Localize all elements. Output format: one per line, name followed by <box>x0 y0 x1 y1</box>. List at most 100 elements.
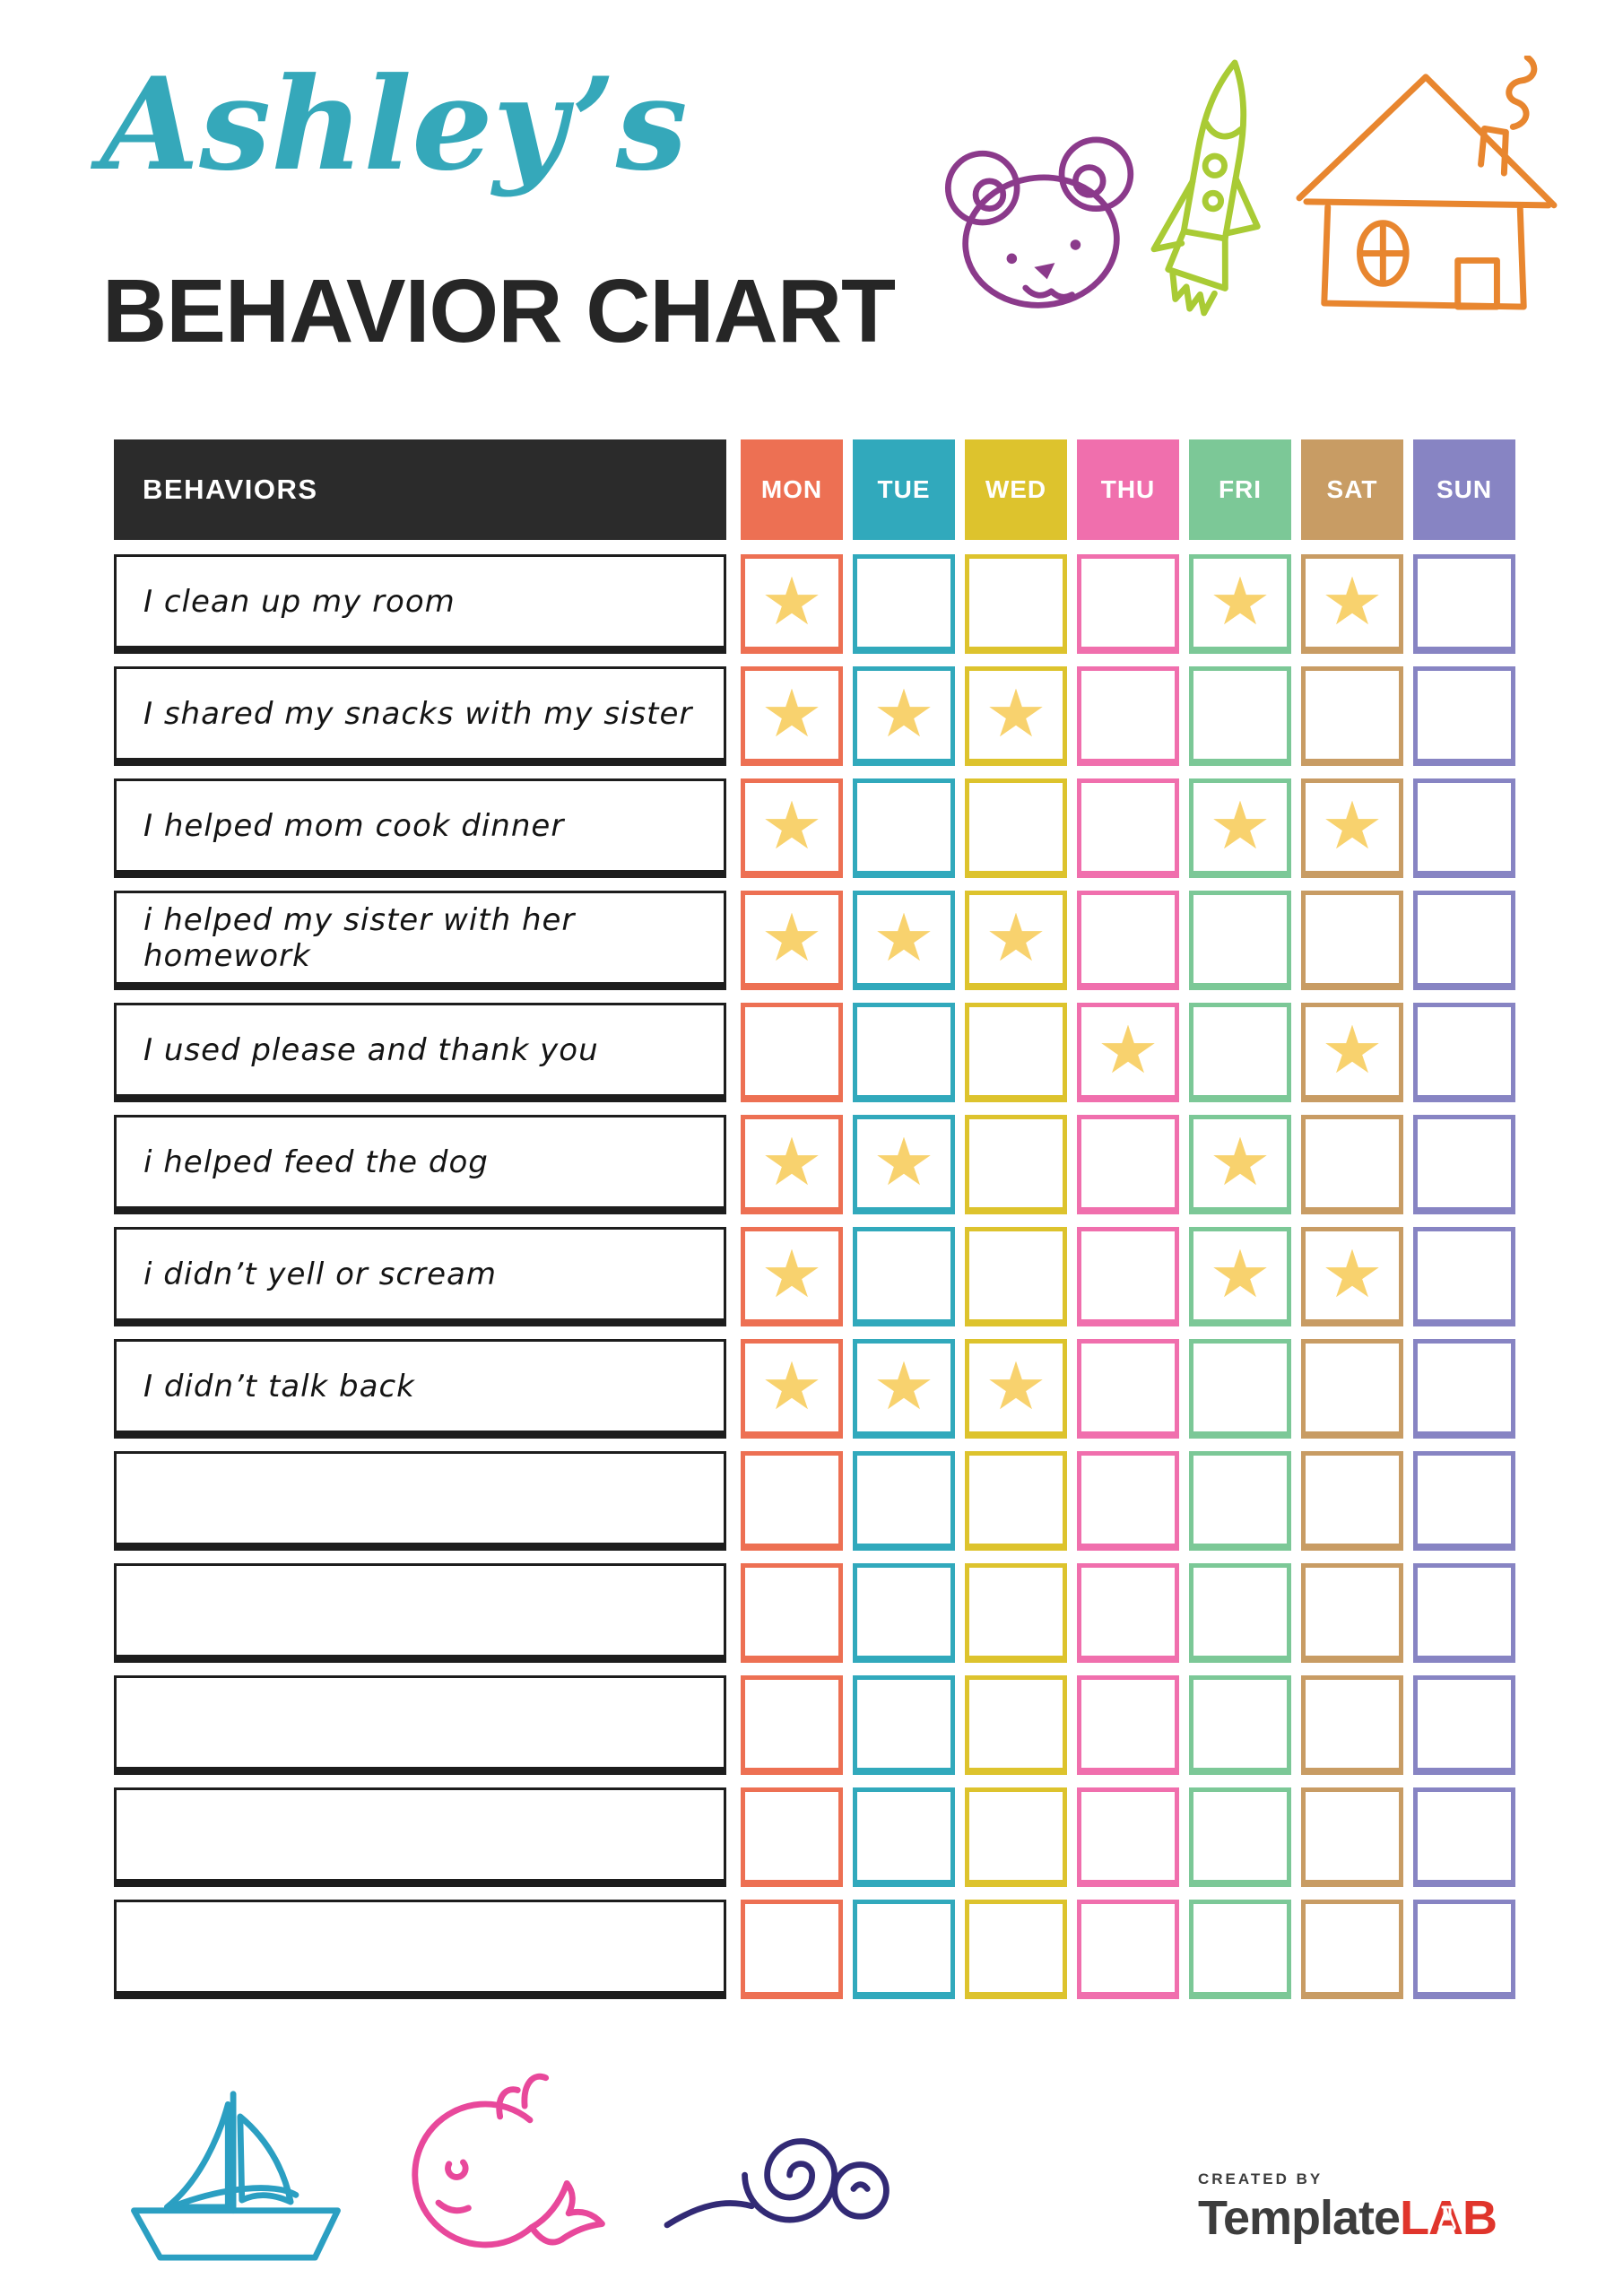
behavior-label-box <box>114 1900 726 1999</box>
day-cell-mon <box>741 1787 843 1887</box>
behavior-label: I helped mom cook dinner <box>143 807 565 844</box>
behavior-label-box <box>114 1787 726 1887</box>
star-icon <box>1213 1136 1267 1186</box>
behavior-label: I shared my snacks with my sister <box>143 695 693 732</box>
day-cell-tue <box>853 1115 955 1214</box>
day-cell-mon <box>741 1115 843 1214</box>
day-cell-fri <box>1189 1227 1291 1326</box>
whale-doodle-icon <box>393 2050 621 2264</box>
day-cell-thu <box>1077 1339 1179 1439</box>
day-cell-sun <box>1413 1339 1515 1439</box>
star-icon <box>989 1361 1043 1410</box>
day-cell-sun <box>1413 1900 1515 1999</box>
day-cell-thu <box>1077 1900 1179 1999</box>
star-icon <box>765 576 819 625</box>
day-cell-mon <box>741 554 843 654</box>
day-cell-thu <box>1077 778 1179 878</box>
behavior-row: I clean up my room <box>114 554 1517 654</box>
behavior-row <box>114 1675 1517 1775</box>
day-cell-fri <box>1189 1003 1291 1102</box>
day-cell-wed <box>965 1339 1067 1439</box>
behavior-label-box: i helped feed the dog <box>114 1115 726 1214</box>
day-cell-sun <box>1413 778 1515 878</box>
day-cell-sat <box>1301 1003 1403 1102</box>
day-cell-thu <box>1077 891 1179 990</box>
table-header-row: BEHAVIORS MON TUE WED THU FRI SAT SUN <box>114 439 1517 540</box>
day-cell-fri <box>1189 1563 1291 1663</box>
star-icon <box>1325 1024 1379 1074</box>
day-cell-sun <box>1413 1227 1515 1326</box>
day-cell-sat <box>1301 1451 1403 1551</box>
behavior-label-box: i helped my sister with her homework <box>114 891 726 990</box>
day-cell-mon <box>741 1451 843 1551</box>
day-cell-tue <box>853 778 955 878</box>
snail-doodle-icon <box>656 2108 906 2246</box>
behavior-label: I clean up my room <box>143 583 456 620</box>
rocket-doodle-icon <box>1132 50 1293 330</box>
star-icon <box>1213 800 1267 849</box>
day-cell-tue <box>853 666 955 766</box>
star-icon <box>1101 1024 1155 1074</box>
day-cell-sun <box>1413 1451 1515 1551</box>
day-header-wed: WED <box>965 439 1067 540</box>
day-cell-sun <box>1413 1115 1515 1214</box>
page-title: BEHAVIOR CHART <box>102 261 896 361</box>
brand-primary: Template <box>1198 2191 1401 2245</box>
day-cell-sat <box>1301 1563 1403 1663</box>
star-icon <box>765 912 819 961</box>
behavior-label-box: I used please and thank you <box>114 1003 726 1102</box>
day-header-sat: SAT <box>1301 439 1403 540</box>
day-cell-sun <box>1413 1675 1515 1775</box>
day-cell-tue <box>853 1003 955 1102</box>
day-header-thu: THU <box>1077 439 1179 540</box>
day-cell-sat <box>1301 666 1403 766</box>
star-icon <box>765 1136 819 1186</box>
day-cell-wed <box>965 1227 1067 1326</box>
behavior-label: I didn’t talk back <box>143 1368 415 1405</box>
day-cell-thu <box>1077 554 1179 654</box>
star-icon <box>877 912 931 961</box>
star-icon <box>765 800 819 849</box>
day-cell-thu <box>1077 1115 1179 1214</box>
behavior-label-box: i didn’t yell or scream <box>114 1227 726 1326</box>
day-cell-wed <box>965 1451 1067 1551</box>
templatelab-logo: CREATED BY TemplateLAB <box>1198 2170 1497 2246</box>
day-cell-sun <box>1413 666 1515 766</box>
day-cell-mon <box>741 891 843 990</box>
behavior-row: i helped my sister with her homework <box>114 891 1517 990</box>
day-cell-tue <box>853 1451 955 1551</box>
day-cell-wed <box>965 1003 1067 1102</box>
day-cell-wed <box>965 1563 1067 1663</box>
behavior-label-box: I didn’t talk back <box>114 1339 726 1439</box>
brand-secondary: LAB <box>1400 2191 1497 2245</box>
star-icon <box>1325 576 1379 625</box>
day-cell-tue <box>853 554 955 654</box>
day-cell-sat <box>1301 1115 1403 1214</box>
day-cell-tue <box>853 1227 955 1326</box>
day-cell-tue <box>853 1787 955 1887</box>
day-cell-fri <box>1189 1339 1291 1439</box>
day-cell-sat <box>1301 554 1403 654</box>
day-cell-thu <box>1077 1451 1179 1551</box>
day-header-mon: MON <box>741 439 843 540</box>
star-icon <box>1325 1248 1379 1298</box>
day-cell-fri <box>1189 1900 1291 1999</box>
behavior-row: I helped mom cook dinner <box>114 778 1517 878</box>
day-cell-mon <box>741 666 843 766</box>
day-cell-sun <box>1413 1003 1515 1102</box>
star-icon <box>877 688 931 737</box>
star-icon <box>877 1361 931 1410</box>
day-cell-fri <box>1189 554 1291 654</box>
day-cell-thu <box>1077 1003 1179 1102</box>
day-cell-wed <box>965 554 1067 654</box>
behavior-row <box>114 1900 1517 1999</box>
day-header-fri: FRI <box>1189 439 1291 540</box>
behavior-row <box>114 1787 1517 1887</box>
behavior-label: I used please and thank you <box>143 1031 599 1068</box>
behavior-label: i didn’t yell or scream <box>143 1256 497 1292</box>
flask-icon <box>1438 2205 1456 2231</box>
behavior-row: I shared my snacks with my sister <box>114 666 1517 766</box>
created-by-label: CREATED BY <box>1198 2170 1324 2187</box>
day-cell-mon <box>741 1675 843 1775</box>
